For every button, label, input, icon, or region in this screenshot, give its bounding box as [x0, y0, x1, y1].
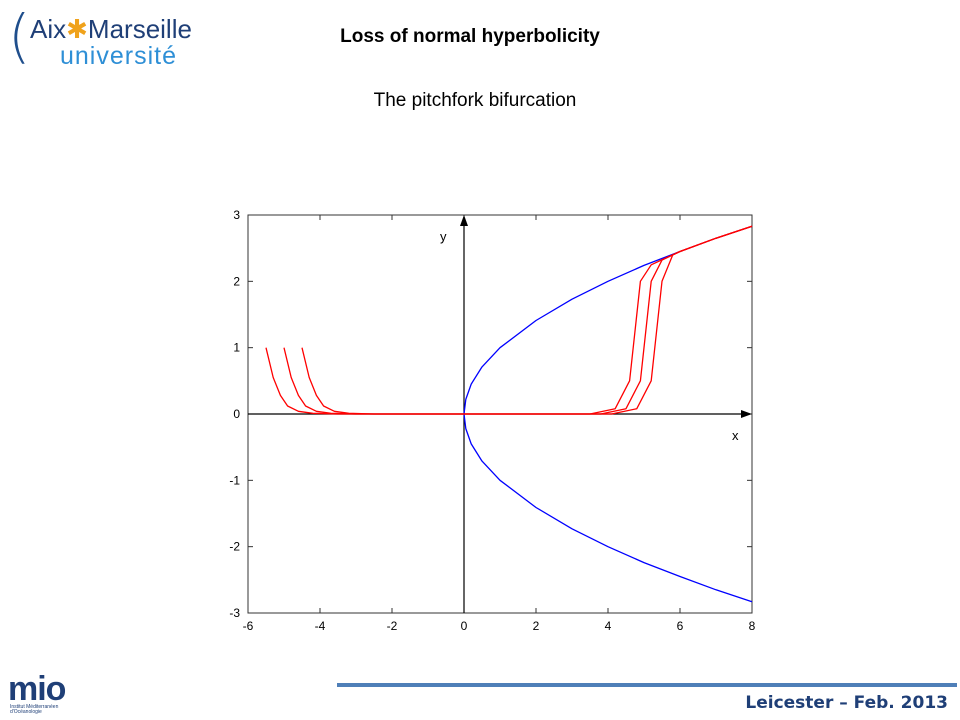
logo-word2: Marseille — [87, 14, 192, 44]
mio-logo-text: mio — [8, 670, 66, 708]
x-axis-label: x — [732, 428, 739, 443]
logo-star-icon: ✱ — [66, 14, 88, 44]
y-tick-label: 1 — [233, 341, 240, 355]
x-tick-label: -4 — [315, 619, 326, 633]
logo-bracket: ( — [8, 2, 31, 70]
series-line-4 — [301, 225, 753, 415]
x-tick-label: -2 — [387, 619, 398, 633]
y-tick-label: -3 — [229, 606, 240, 620]
y-axis-label: y — [440, 229, 447, 244]
series-line-1 — [463, 413, 753, 603]
x-axis-arrow — [741, 410, 752, 418]
x-tick-label: 0 — [461, 619, 468, 633]
aix-marseille-logo: ( Aix✱Marseille université — [8, 2, 198, 76]
x-tick-label: -6 — [243, 619, 254, 633]
footer-divider — [337, 683, 957, 687]
x-tick-label: 4 — [605, 619, 612, 633]
slide-title: Loss of normal hyperbolicity — [340, 26, 600, 47]
x-tick-label: 2 — [533, 619, 540, 633]
logo-line2: université — [60, 42, 177, 70]
slide-subtitle: The pitchfork bifurcation — [373, 90, 577, 111]
x-tick-label: 8 — [749, 619, 756, 633]
mio-logo-subtext: Institut Méditerranéen d'Océanologie — [10, 704, 59, 715]
logo-word1: Aix — [30, 14, 67, 44]
logo-line1: Aix✱Marseille — [30, 14, 192, 45]
y-tick-label: 2 — [233, 274, 240, 288]
y-axis-arrow — [460, 215, 468, 226]
mio-logo: mio Institut Méditerranéen d'Océanologie — [6, 670, 76, 716]
footer-text: Leicester – Feb. 2013 — [745, 693, 948, 713]
y-tick-label: -2 — [229, 540, 240, 554]
y-tick-label: 3 — [233, 208, 240, 222]
y-tick-label: 0 — [233, 407, 240, 421]
y-tick-label: -1 — [229, 473, 240, 487]
x-tick-label: 6 — [677, 619, 684, 633]
